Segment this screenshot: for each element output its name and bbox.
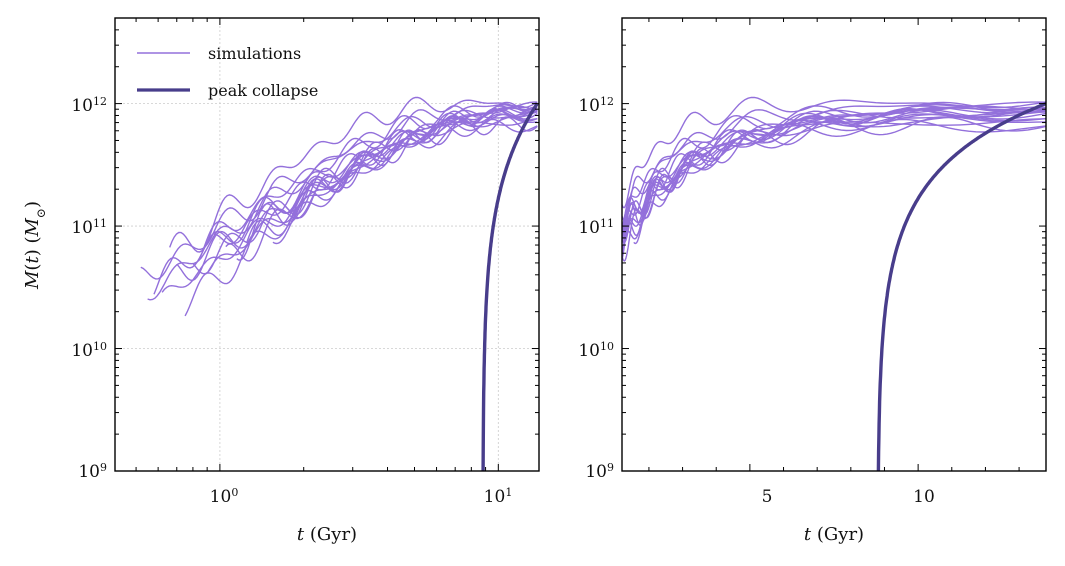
simulation-curve-left-15 [272, 105, 538, 245]
left-curves [140, 96, 539, 471]
right-x-axis-label: t (Gyr) [804, 524, 864, 545]
legend: simulations peak collapse [137, 44, 318, 100]
simulation-curve-left-13 [246, 113, 538, 243]
left-axes-frame [114, 17, 540, 472]
left-x-axis-label: t (Gyr) [297, 524, 357, 545]
simulation-curve-right-16 [638, 116, 1046, 219]
simulation-curve-right-1 [622, 109, 1046, 234]
simulation-curve-right-11 [622, 108, 1046, 262]
right-axes-frame [621, 17, 1047, 472]
right-x-tick-label-10: 10 [913, 487, 935, 507]
left-y-tick-label-1e11: 1011 [71, 217, 107, 239]
simulation-curve-left-4 [169, 96, 538, 253]
left-y-axis-label: M(t) (M⊙) [22, 201, 48, 290]
left-y-tick-label-1e10: 1010 [71, 340, 107, 362]
simulation-curve-right-13 [623, 113, 1046, 243]
right-y-tick-label-1e12: 1012 [578, 95, 614, 117]
simulation-curve-left-16 [283, 116, 538, 219]
legend-label-peak-collapse: peak collapse [208, 81, 318, 100]
peak-collapse-curve-left [481, 102, 539, 471]
right-y-tick-label-1e9: 109 [585, 461, 614, 483]
simulation-curve-right-3 [622, 113, 1046, 247]
right-panel: 109 1010 1011 1012 5 10 t (Gyr) [578, 17, 1047, 545]
simulation-curve-right-4 [622, 96, 1046, 209]
simulation-curve-right-6 [622, 118, 1046, 263]
simulation-curve-left-1 [147, 109, 538, 301]
simulation-curve-right-9 [622, 118, 1046, 254]
right-y-tick-label-1e11: 1011 [578, 217, 614, 239]
simulation-curve-left-9 [206, 118, 538, 274]
left-ticks [115, 17, 539, 472]
simulation-curve-left-14 [259, 107, 538, 215]
simulation-curve-right-0 [622, 103, 1046, 222]
right-curves [622, 96, 1046, 471]
simulation-curve-left-6 [184, 118, 538, 317]
left-x-tick-label-1: 100 [210, 486, 239, 508]
simulation-curve-left-7 [192, 101, 538, 275]
simulation-curve-right-8 [622, 105, 1046, 230]
simulation-curve-left-8 [199, 105, 538, 258]
left-grid [115, 18, 539, 472]
simulation-curve-left-17 [290, 106, 538, 223]
simulation-curve-left-11 [225, 108, 538, 262]
right-x-tick-label-5: 5 [762, 487, 773, 507]
simulation-curve-right-15 [633, 105, 1046, 245]
left-y-tick-label-1e9: 109 [78, 461, 107, 483]
right-y-tick-label-1e10: 1010 [578, 340, 614, 362]
simulation-curve-right-17 [641, 106, 1046, 223]
legend-label-simulations: simulations [208, 44, 301, 63]
peak-collapse-curve-right [876, 102, 1046, 471]
simulation-curve-right-14 [628, 107, 1046, 215]
right-ticks [622, 17, 1046, 472]
left-panel: 109 1010 1011 1012 100 101 t (Gyr) M(t) … [22, 17, 540, 545]
left-y-tick-label-1e12: 1012 [71, 95, 107, 117]
left-x-tick-label-10: 101 [484, 486, 513, 508]
